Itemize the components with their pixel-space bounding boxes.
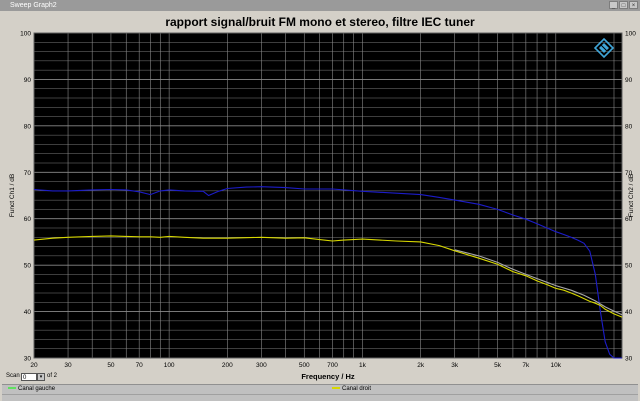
y-tick-label-right: 80 [625,123,633,130]
window-title: Sweep Graph2 [10,2,57,9]
y-tick-label-left: 50 [24,263,32,270]
x-tick-label: 10k [551,362,562,369]
series-line [33,235,623,318]
x-tick-label: 7k [522,362,530,369]
window-controls: _ □ × [609,1,638,10]
chart-title: rapport signal/bruit FM mono et stereo, … [165,15,475,29]
x-tick-label: 2k [417,362,425,369]
maximize-button[interactable]: □ [619,1,628,9]
y-tick-label-left: 80 [24,123,32,130]
x-tick-label: 1k [359,362,367,369]
scan-input[interactable]: 0 [21,373,37,381]
plot-area [34,33,622,358]
y-tick-label-left: 70 [24,170,32,177]
scan-of-text: of 2 [47,373,58,379]
y-tick-label-right: 60 [625,216,633,223]
x-tick-label: 200 [222,362,233,369]
legend-label-left: Canal gauche [18,386,56,392]
y-tick-label-right: 100 [625,31,636,38]
y-tick-label-left: 40 [24,309,32,316]
series-line [454,249,623,316]
legend-item-left[interactable]: Canal gauche [8,385,55,394]
legend-label-right: Canal droit [342,386,372,392]
plot-border [33,32,623,359]
x-tick-label: 700 [327,362,338,369]
x-tick-label: 3k [451,362,459,369]
window-titlebar[interactable]: Sweep Graph2 _ □ × [0,0,640,11]
y-tick-label-right: 90 [625,77,633,84]
x-tick-label: 300 [256,362,267,369]
x-tick-label: 500 [299,362,310,369]
x-tick-label: 70 [136,362,144,369]
y-tick-label-left: 60 [24,216,32,223]
x-tick-label: 20 [30,362,38,369]
legend-item-right[interactable]: Canal droit [332,385,371,394]
legend-swatch-icon [332,387,340,390]
y-axis-label-right: Funct Ch2 / dB [628,174,635,217]
minimize-button[interactable]: _ [609,1,618,9]
y-tick-label-right: 70 [625,170,633,177]
y-tick-label-left: 30 [24,356,32,363]
scan-dropdown-icon[interactable]: ▾ [37,373,45,381]
y-tick-label-right: 50 [625,263,633,270]
y-tick-label-left: 100 [20,31,31,38]
status-bar [2,394,638,401]
y-tick-label-left: 90 [24,77,32,84]
x-tick-label: 30 [64,362,72,369]
x-tick-label: 100 [164,362,175,369]
x-axis-label: Frequency / Hz [301,372,355,381]
series-line [33,186,622,359]
close-button[interactable]: × [629,1,638,9]
legend-swatch-icon [8,387,16,390]
legend-bar: Canal gauche Canal droit [2,384,638,394]
x-tick-label: 5k [494,362,502,369]
y-tick-label-right: 40 [625,309,633,316]
x-tick-label: 50 [107,362,115,369]
y-tick-label-right: 30 [625,356,633,363]
scan-label: Scan [6,373,20,379]
rs-logo-icon [593,37,615,59]
y-axis-label-left: Funct Ch1 / dB [9,174,16,217]
